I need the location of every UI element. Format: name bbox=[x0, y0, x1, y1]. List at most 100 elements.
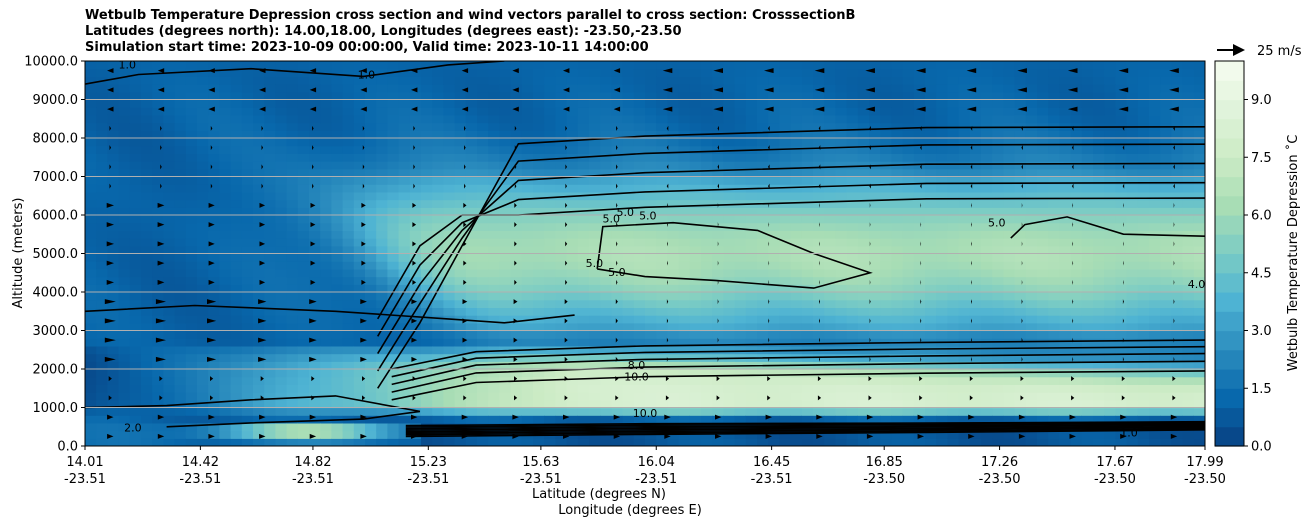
field-cell bbox=[1081, 76, 1094, 85]
field-cell bbox=[555, 238, 568, 247]
field-cell bbox=[656, 245, 668, 255]
field-cell bbox=[1048, 238, 1060, 247]
field-cell bbox=[723, 215, 736, 224]
field-cell bbox=[600, 345, 612, 355]
field-cell bbox=[1137, 168, 1150, 178]
field-cell bbox=[1037, 238, 1049, 247]
field-cell bbox=[409, 176, 422, 185]
field-cell bbox=[768, 299, 780, 308]
field-cell bbox=[409, 345, 422, 355]
field-cell bbox=[645, 415, 657, 424]
field-cell bbox=[230, 199, 243, 208]
field-cell bbox=[611, 138, 624, 147]
field-cell bbox=[353, 253, 366, 262]
field-cell bbox=[678, 215, 691, 224]
field-cell bbox=[376, 76, 388, 85]
field-cell bbox=[913, 284, 926, 293]
field-cell bbox=[981, 361, 993, 370]
field-cell bbox=[835, 392, 848, 401]
field-cell bbox=[376, 91, 388, 101]
field-cell bbox=[1115, 191, 1128, 201]
field-cell bbox=[264, 222, 276, 231]
field-cell bbox=[264, 392, 276, 401]
field-cell bbox=[275, 338, 288, 347]
field-cell bbox=[465, 376, 478, 385]
field-cell bbox=[958, 392, 971, 401]
field-cell bbox=[241, 191, 254, 201]
field-cell bbox=[1115, 153, 1128, 162]
field-cell bbox=[1070, 330, 1083, 339]
field-cell bbox=[421, 415, 433, 424]
field-cell bbox=[208, 153, 220, 162]
field-cell bbox=[712, 245, 724, 255]
field-cell bbox=[185, 338, 198, 347]
field-cell bbox=[264, 438, 276, 446]
field-cell bbox=[1003, 215, 1016, 224]
field-cell bbox=[723, 145, 736, 154]
field-cell bbox=[1003, 222, 1016, 231]
field-cell bbox=[678, 369, 691, 378]
field-cell bbox=[622, 222, 635, 231]
field-cell bbox=[320, 153, 332, 162]
field-cell bbox=[813, 369, 825, 378]
field-cell bbox=[857, 99, 870, 108]
field-cell bbox=[510, 207, 523, 216]
field-cell bbox=[734, 415, 747, 424]
field-cell bbox=[947, 307, 960, 316]
field-cell bbox=[600, 245, 612, 255]
field-cell bbox=[936, 322, 948, 332]
field-cell bbox=[645, 238, 657, 247]
field-cell bbox=[320, 84, 332, 93]
field-cell bbox=[533, 330, 545, 339]
field-cell bbox=[409, 322, 422, 332]
field-cell bbox=[264, 268, 276, 278]
field-cell bbox=[1115, 207, 1128, 216]
field-cell bbox=[1093, 114, 1105, 124]
field-cell bbox=[230, 207, 243, 216]
field-cell bbox=[297, 245, 310, 255]
field-cell bbox=[85, 438, 97, 446]
field-cell bbox=[813, 430, 825, 439]
field-cell bbox=[107, 191, 120, 201]
field-cell bbox=[969, 207, 982, 216]
field-cell bbox=[163, 61, 176, 70]
field-cell bbox=[342, 422, 355, 432]
field-cell bbox=[152, 422, 164, 432]
field-cell bbox=[107, 353, 120, 362]
field-cell bbox=[1037, 68, 1049, 77]
field-cell bbox=[1126, 407, 1139, 416]
field-cell bbox=[846, 338, 859, 347]
field-cell bbox=[309, 238, 321, 247]
field-cell bbox=[376, 330, 388, 339]
field-cell bbox=[544, 330, 556, 339]
field-cell bbox=[768, 284, 780, 293]
field-cell bbox=[981, 138, 993, 147]
field-cell bbox=[857, 215, 870, 224]
field-cell bbox=[286, 353, 299, 362]
field-cell bbox=[118, 176, 131, 185]
field-cell bbox=[477, 222, 489, 231]
field-cell bbox=[723, 392, 736, 401]
field-cell bbox=[409, 107, 422, 116]
field-cell bbox=[824, 168, 836, 178]
field-cell bbox=[533, 76, 545, 85]
field-cell bbox=[331, 191, 344, 201]
field-cell bbox=[264, 384, 276, 393]
field-cell bbox=[835, 107, 848, 116]
field-cell bbox=[96, 284, 108, 293]
field-cell bbox=[857, 114, 870, 124]
field-cell bbox=[555, 315, 568, 324]
field-cell bbox=[723, 399, 736, 409]
field-cell bbox=[163, 407, 176, 416]
field-cell bbox=[421, 161, 433, 170]
field-cell bbox=[846, 376, 859, 385]
field-cell bbox=[309, 245, 321, 255]
field-cell bbox=[745, 207, 758, 216]
field-cell bbox=[577, 99, 590, 108]
field-cell bbox=[219, 153, 232, 162]
field-cell bbox=[1171, 384, 1184, 393]
field-cell bbox=[465, 330, 478, 339]
field-cell bbox=[566, 230, 579, 239]
field-cell bbox=[253, 407, 265, 416]
field-cell bbox=[141, 438, 153, 446]
